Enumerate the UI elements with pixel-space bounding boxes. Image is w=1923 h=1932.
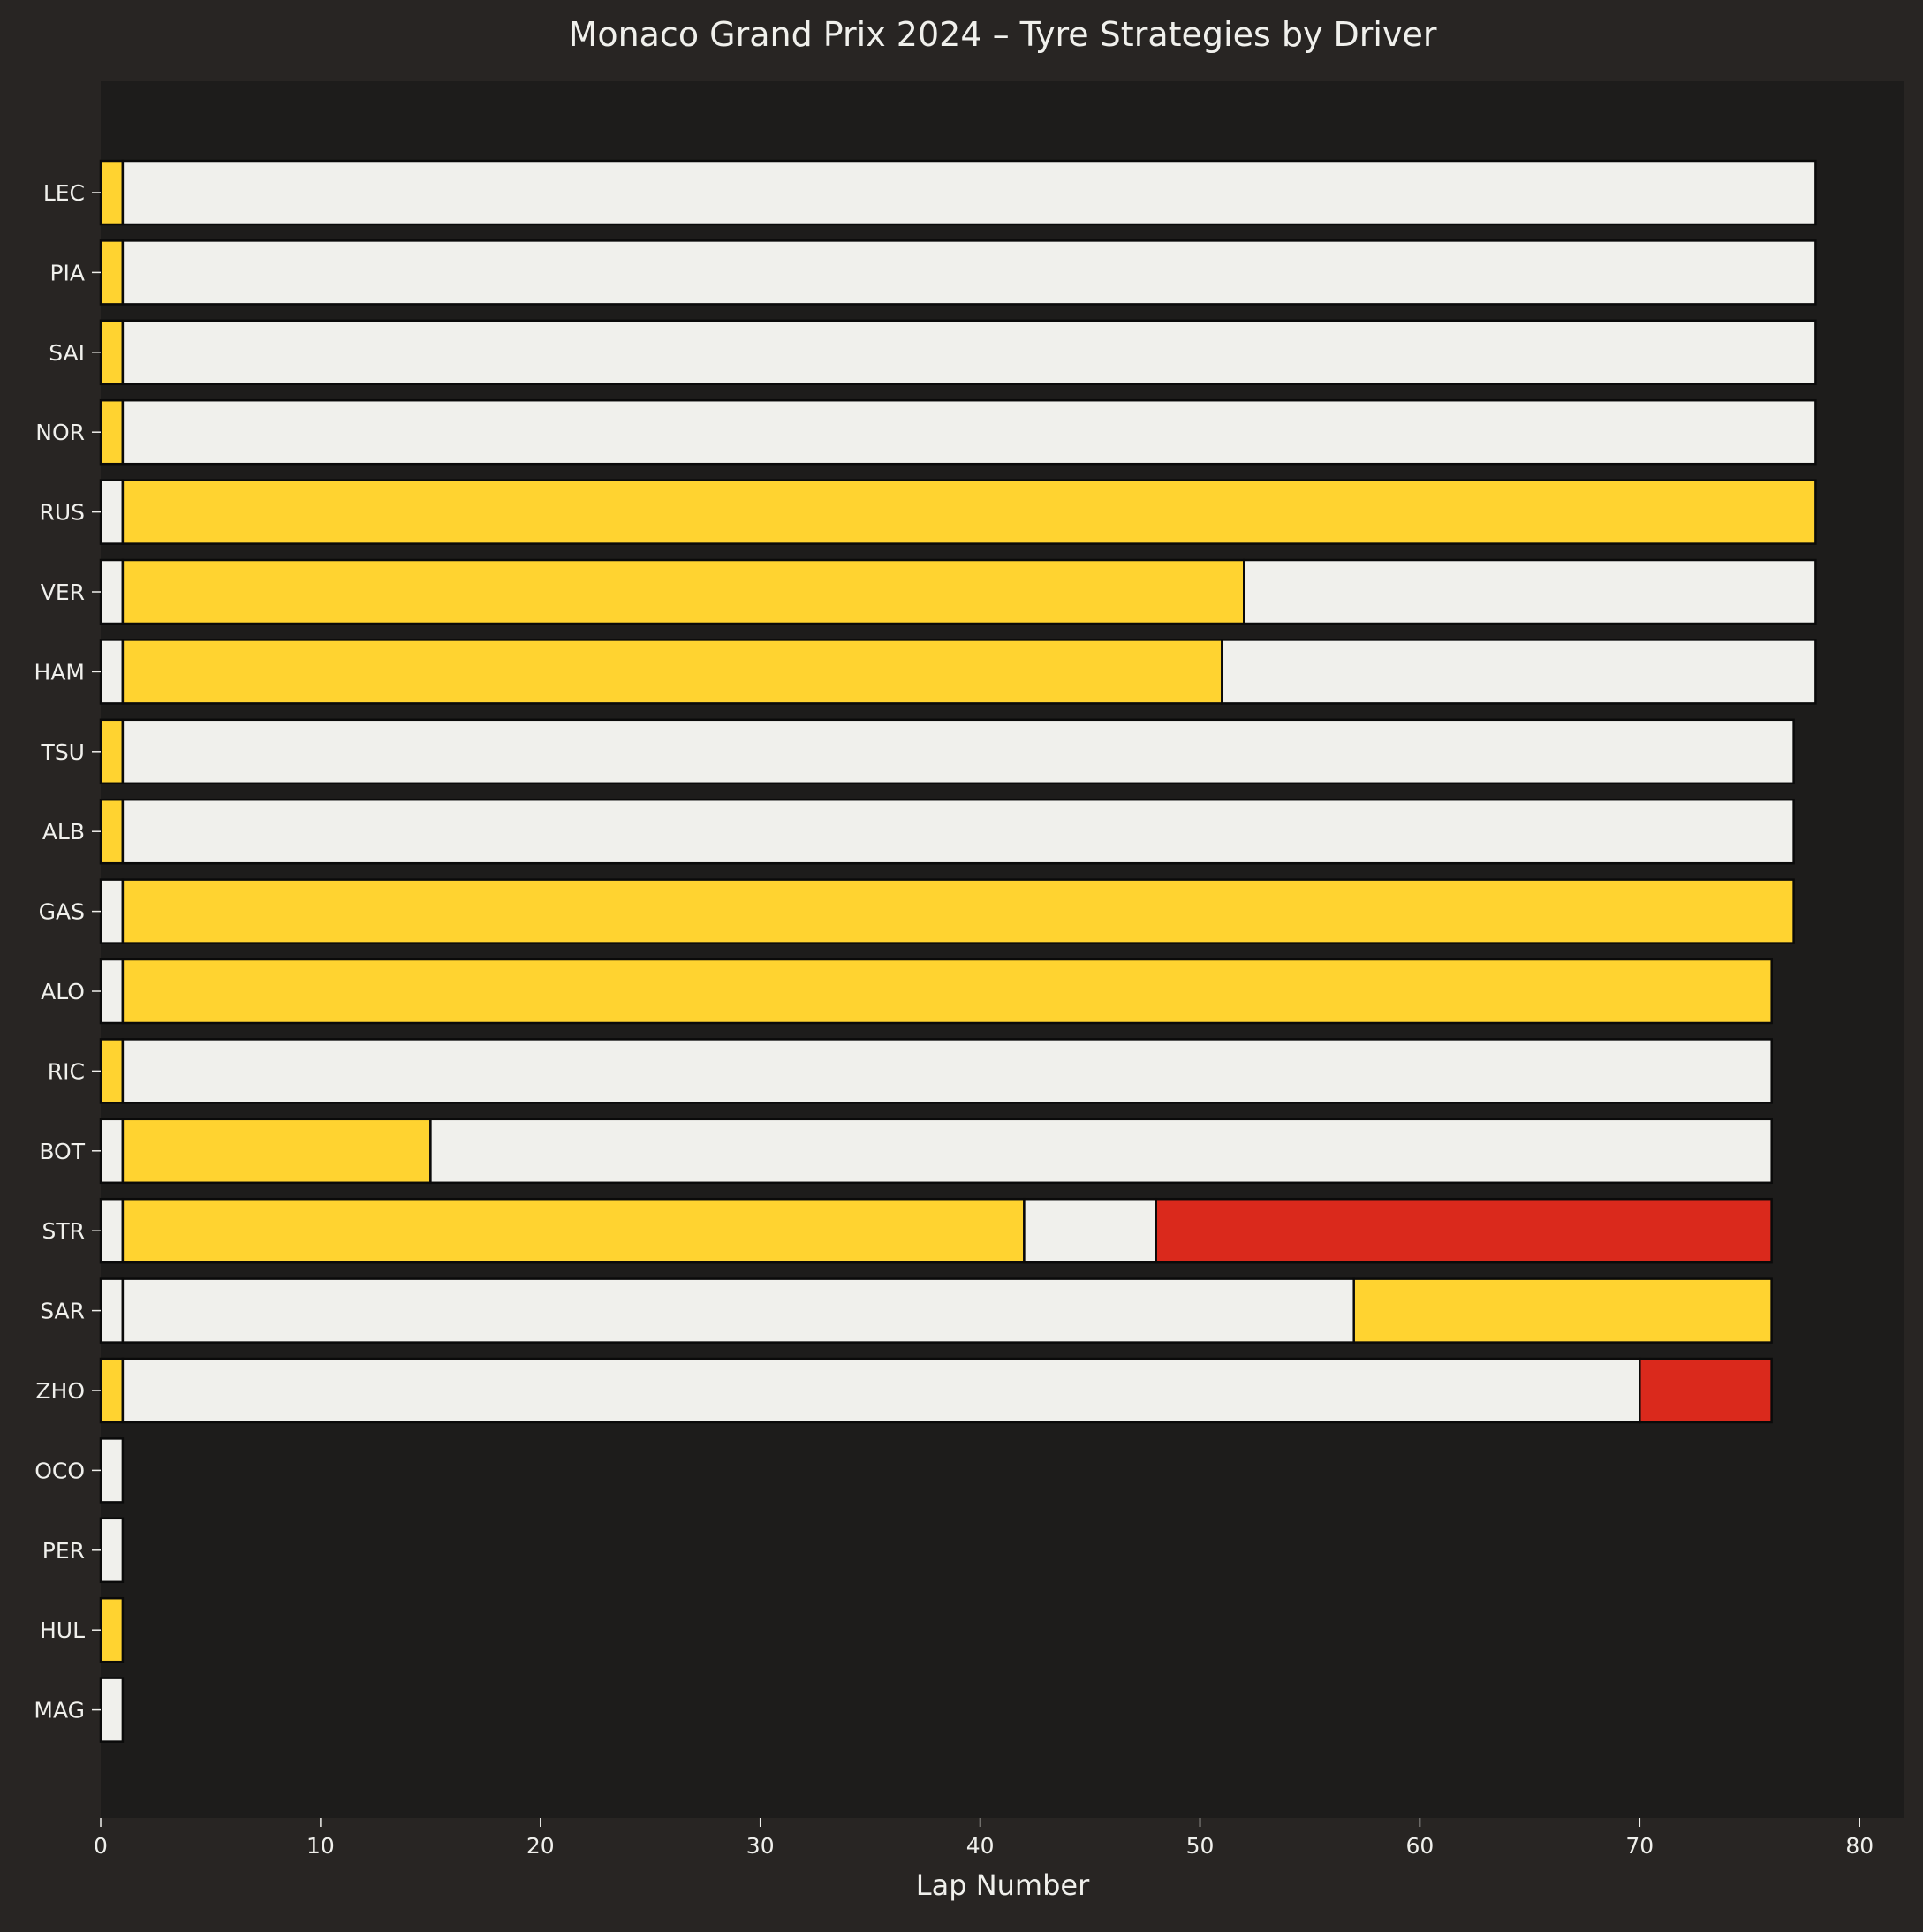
stint-bar-str-3 (1023, 1197, 1157, 1264)
x-tick-label: 10 (307, 1833, 335, 1859)
x-axis: 0 10 20 30 40 50 60 70 80 (94, 1818, 1874, 1859)
driver-row-tsu (99, 718, 1795, 785)
x-tick-label: 20 (526, 1833, 555, 1859)
stint-bar-ver-3 (1243, 558, 1817, 625)
y-tick-label: STR (42, 1218, 85, 1244)
stint-bar-sai-1 (99, 319, 125, 386)
bars-layer (99, 159, 1817, 1743)
stint-bar-str-1 (99, 1197, 125, 1264)
stint-bar-zho-2 (121, 1357, 1641, 1424)
stint-bar-per-1 (99, 1517, 125, 1584)
stint-bar-pia-2 (121, 239, 1817, 306)
stint-bar-gas-2 (121, 878, 1795, 944)
y-tick-label: OCO (34, 1458, 85, 1483)
x-tick-label: 30 (746, 1833, 775, 1859)
stint-bar-ham-1 (99, 639, 125, 705)
driver-row-zho (99, 1357, 1773, 1424)
stint-bar-alb-1 (99, 798, 125, 865)
y-tick-label: NOR (35, 420, 85, 445)
y-tick-label: VER (41, 580, 85, 605)
y-tick-label: MAG (34, 1698, 85, 1724)
x-tick-label: 40 (966, 1833, 995, 1859)
y-tick-label: ALO (41, 979, 85, 1004)
x-tick-label: 70 (1625, 1833, 1654, 1859)
stint-bar-pia-1 (99, 239, 125, 306)
y-tick-label: SAR (40, 1299, 85, 1324)
y-tick-label: TSU (41, 739, 85, 765)
stint-bar-bot-2 (121, 1118, 432, 1185)
stint-bar-sar-2 (121, 1277, 1356, 1344)
stint-bar-nor-2 (121, 398, 1817, 466)
y-tick-label: ALB (42, 819, 85, 845)
stint-bar-sar-3 (1352, 1277, 1773, 1344)
driver-row-oco (99, 1437, 125, 1504)
driver-row-pia (99, 239, 1817, 306)
stint-bar-ric-2 (121, 1038, 1773, 1104)
y-tick-label: HAM (34, 659, 85, 685)
y-axis: LEC PIA SAI NOR RUS VER HAM TSU ALB GAS ALO RIC BOT S… (34, 180, 101, 1724)
driver-row-lec (99, 159, 1817, 226)
stint-bar-nor-1 (99, 398, 125, 466)
driver-row-gas (99, 878, 1795, 944)
driver-row-bot (99, 1118, 1773, 1185)
y-tick-label: PER (42, 1538, 85, 1564)
driver-row-ver (99, 558, 1817, 625)
stint-bar-alo-1 (99, 958, 125, 1025)
driver-row-nor (99, 398, 1817, 466)
stint-bar-lec-2 (121, 159, 1817, 226)
driver-row-rus (99, 479, 1817, 545)
driver-row-sai (99, 319, 1817, 386)
chart-title: Monaco Grand Prix 2024 – Tyre Strategies… (569, 15, 1437, 54)
driver-row-ham (99, 639, 1817, 705)
stint-bar-lec-1 (99, 159, 125, 226)
y-tick-label: LEC (43, 180, 85, 206)
stint-bar-ham-2 (121, 639, 1223, 705)
driver-row-per (99, 1517, 125, 1584)
driver-row-hul (99, 1596, 125, 1663)
y-tick-label: RIC (48, 1058, 85, 1084)
y-tick-label: HUL (40, 1618, 85, 1643)
stint-bar-hul-1 (99, 1596, 125, 1663)
stint-bar-bot-3 (429, 1118, 1773, 1185)
stint-bar-tsu-1 (99, 718, 125, 785)
stint-bar-ric-1 (99, 1038, 125, 1104)
stint-bar-tsu-2 (121, 718, 1795, 785)
stint-bar-ver-2 (121, 558, 1245, 625)
stint-bar-ver-1 (99, 558, 125, 625)
driver-row-ric (99, 1038, 1773, 1104)
stint-bar-zho-3 (1639, 1357, 1773, 1424)
stint-bar-rus-1 (99, 479, 125, 545)
y-tick-label: GAS (39, 899, 85, 925)
stint-bar-mag-1 (99, 1677, 125, 1743)
driver-row-alo (99, 958, 1773, 1025)
driver-row-sar (99, 1277, 1773, 1344)
driver-row-alb (99, 798, 1795, 865)
stint-bar-str-4 (1155, 1197, 1773, 1264)
x-tick-label: 60 (1406, 1833, 1435, 1859)
stint-bar-alb-2 (121, 798, 1795, 865)
x-tick-label: 0 (94, 1833, 108, 1859)
stint-bar-alo-2 (121, 958, 1773, 1025)
stint-bar-ham-3 (1221, 639, 1817, 705)
x-tick-label: 50 (1186, 1833, 1215, 1859)
x-tick-label: 80 (1845, 1833, 1874, 1859)
stint-bar-bot-1 (99, 1118, 125, 1185)
y-tick-label: RUS (39, 500, 85, 526)
y-tick-label: PIA (49, 260, 85, 285)
stint-bar-gas-1 (99, 878, 125, 944)
driver-row-str (99, 1197, 1773, 1264)
stint-bar-sar-1 (99, 1277, 125, 1344)
stint-bar-str-2 (121, 1197, 1026, 1264)
y-tick-label: BOT (39, 1139, 85, 1164)
driver-row-mag (99, 1677, 125, 1743)
x-axis-title: Lap Number (916, 1868, 1090, 1902)
y-tick-label: ZHO (35, 1378, 85, 1404)
stint-bar-sai-2 (121, 319, 1817, 386)
stint-bar-zho-1 (99, 1357, 125, 1424)
y-tick-label: SAI (49, 340, 85, 366)
stint-bar-rus-2 (121, 479, 1817, 545)
stint-bar-oco-1 (99, 1437, 125, 1504)
